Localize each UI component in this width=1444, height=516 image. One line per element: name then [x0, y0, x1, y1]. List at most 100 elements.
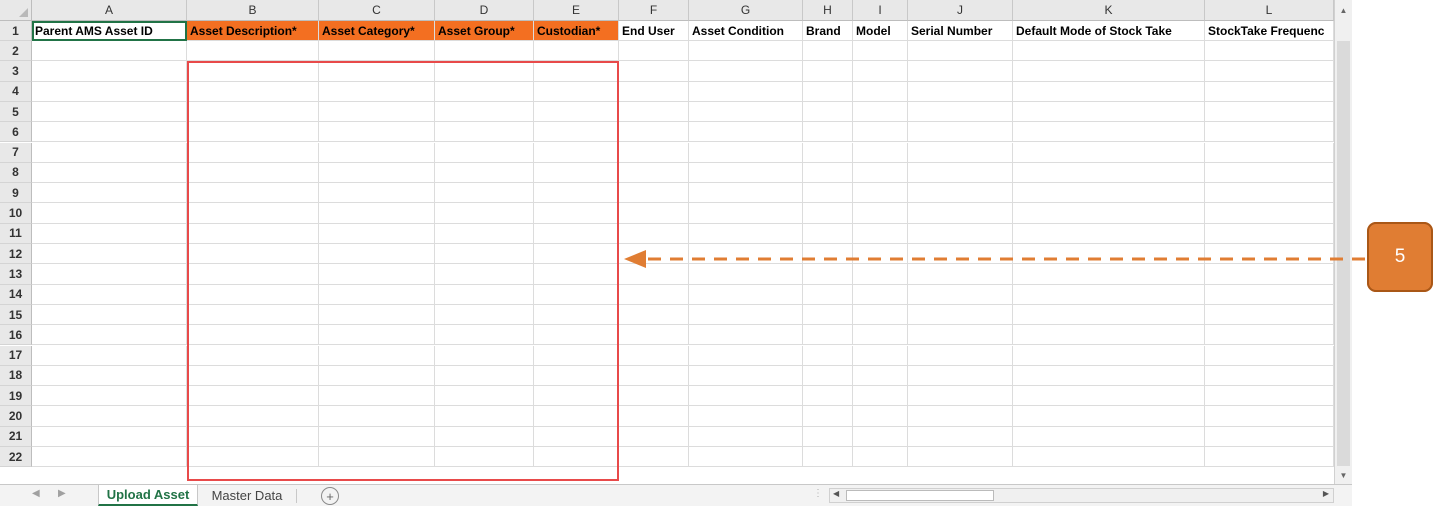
cell-j19[interactable] — [908, 386, 1013, 407]
cell-c4[interactable] — [319, 81, 435, 102]
cell-b12[interactable] — [187, 244, 319, 265]
cell-b10[interactable] — [187, 203, 319, 224]
cell-d15[interactable] — [435, 304, 534, 326]
cell-l11[interactable] — [1205, 223, 1334, 244]
tab-master-data[interactable]: Master Data — [211, 488, 283, 503]
cell-j7[interactable] — [908, 142, 1013, 163]
cell-c3[interactable] — [319, 61, 435, 82]
cell-l8[interactable] — [1205, 162, 1334, 184]
cell-g5[interactable] — [689, 101, 803, 123]
cell-e12[interactable] — [534, 244, 619, 265]
cell-c18[interactable] — [319, 365, 435, 387]
cell-d5[interactable] — [435, 101, 534, 123]
scroll-right-arrow-icon[interactable]: ▶ — [1322, 489, 1329, 498]
cell-f4[interactable] — [619, 81, 689, 102]
column-header-i[interactable]: I — [853, 0, 908, 21]
cell-e4[interactable] — [534, 81, 619, 102]
horizontal-scroll-thumb[interactable] — [846, 490, 994, 501]
cell-a6[interactable] — [32, 122, 187, 143]
scroll-left-arrow-icon[interactable]: ◀ — [833, 489, 840, 498]
cell-k2[interactable] — [1013, 41, 1205, 62]
cell-j11[interactable] — [908, 223, 1013, 244]
cell-f13[interactable] — [619, 264, 689, 285]
cell-d17[interactable] — [435, 345, 534, 366]
cell-j2[interactable] — [908, 41, 1013, 62]
cell-c16[interactable] — [319, 325, 435, 346]
cell-b11[interactable] — [187, 223, 319, 244]
cell-l3[interactable] — [1205, 61, 1334, 82]
cell-i10[interactable] — [853, 203, 908, 224]
cell-l21[interactable] — [1205, 426, 1334, 447]
cell-h4[interactable] — [803, 81, 853, 102]
column-header-c[interactable]: C — [319, 0, 435, 21]
tab-upload-asset[interactable]: Upload Asset — [98, 485, 198, 506]
vscroll-top-arrow-icon[interactable]: ▲ — [1334, 0, 1352, 21]
cell-g8[interactable] — [689, 162, 803, 184]
cell-h6[interactable] — [803, 122, 853, 143]
cell-f12[interactable] — [619, 244, 689, 265]
cell-i15[interactable] — [853, 304, 908, 326]
cell-k15[interactable] — [1013, 304, 1205, 326]
cell-i21[interactable] — [853, 426, 908, 447]
cell-a11[interactable] — [32, 223, 187, 244]
cell-b8[interactable] — [187, 162, 319, 184]
cell-c20[interactable] — [319, 406, 435, 427]
header-cell-i[interactable]: Model — [853, 21, 908, 41]
scroll-down-arrow-icon[interactable]: ▼ — [1339, 471, 1348, 480]
cell-d22[interactable] — [435, 447, 534, 468]
cell-d4[interactable] — [435, 81, 534, 102]
cell-e3[interactable] — [534, 61, 619, 82]
cell-e15[interactable] — [534, 304, 619, 326]
row-header-22[interactable]: 22 — [0, 447, 32, 468]
cell-h19[interactable] — [803, 386, 853, 407]
cell-b17[interactable] — [187, 345, 319, 366]
cell-k17[interactable] — [1013, 345, 1205, 366]
cell-g11[interactable] — [689, 223, 803, 244]
chevron-left-icon[interactable]: ◀ — [32, 488, 40, 499]
cell-i13[interactable] — [853, 264, 908, 285]
cell-b18[interactable] — [187, 365, 319, 387]
row-header-5[interactable]: 5 — [0, 101, 32, 123]
cell-b19[interactable] — [187, 386, 319, 407]
cell-k12[interactable] — [1013, 244, 1205, 265]
column-header-j[interactable]: J — [908, 0, 1013, 21]
cell-k14[interactable] — [1013, 284, 1205, 305]
cell-e14[interactable] — [534, 284, 619, 305]
row-header-11[interactable]: 11 — [0, 223, 32, 244]
cell-i20[interactable] — [853, 406, 908, 427]
cell-c19[interactable] — [319, 386, 435, 407]
cell-e18[interactable] — [534, 365, 619, 387]
cell-d12[interactable] — [435, 244, 534, 265]
cell-j16[interactable] — [908, 325, 1013, 346]
cell-c8[interactable] — [319, 162, 435, 184]
cell-l5[interactable] — [1205, 101, 1334, 123]
cell-g9[interactable] — [689, 183, 803, 204]
cell-c15[interactable] — [319, 304, 435, 326]
cell-f6[interactable] — [619, 122, 689, 143]
cell-l9[interactable] — [1205, 183, 1334, 204]
cell-a2[interactable] — [32, 41, 187, 62]
cell-k10[interactable] — [1013, 203, 1205, 224]
cell-h12[interactable] — [803, 244, 853, 265]
cell-f3[interactable] — [619, 61, 689, 82]
cell-a14[interactable] — [32, 284, 187, 305]
cell-j18[interactable] — [908, 365, 1013, 387]
cell-j21[interactable] — [908, 426, 1013, 447]
cell-j10[interactable] — [908, 203, 1013, 224]
cell-i19[interactable] — [853, 386, 908, 407]
cell-i16[interactable] — [853, 325, 908, 346]
cell-b2[interactable] — [187, 41, 319, 62]
splitter-dots-icon[interactable]: ⋮ — [813, 488, 823, 499]
header-cell-c[interactable]: Asset Category* — [319, 21, 435, 41]
cell-k22[interactable] — [1013, 447, 1205, 468]
cell-h8[interactable] — [803, 162, 853, 184]
row-header-21[interactable]: 21 — [0, 426, 32, 447]
cell-e9[interactable] — [534, 183, 619, 204]
cell-g17[interactable] — [689, 345, 803, 366]
cell-h2[interactable] — [803, 41, 853, 62]
cell-k8[interactable] — [1013, 162, 1205, 184]
header-cell-a[interactable]: Parent AMS Asset ID — [32, 21, 187, 41]
cell-a20[interactable] — [32, 406, 187, 427]
cell-l17[interactable] — [1205, 345, 1334, 366]
cell-i22[interactable] — [853, 447, 908, 468]
